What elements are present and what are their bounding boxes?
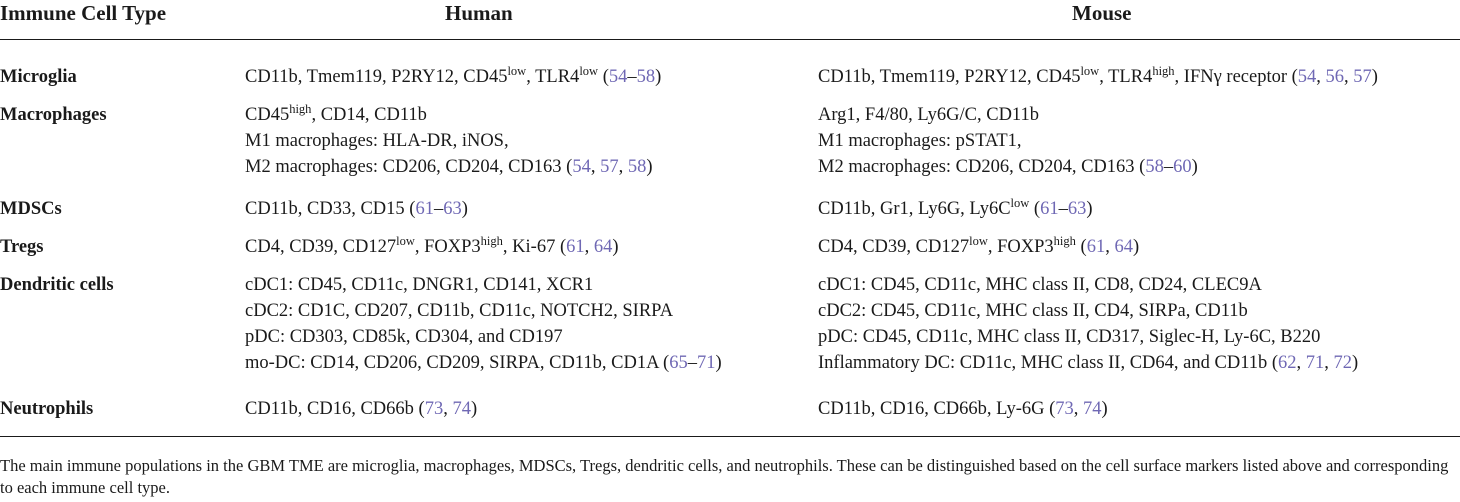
table-footnote: The main immune populations in the GBM T…	[0, 456, 1449, 497]
marker-level: high	[289, 102, 312, 116]
marker-line: CD11b, Gr1, Ly6G, Ly6Clow (61–63)	[818, 196, 1093, 219]
marker-level: low	[1010, 196, 1030, 210]
reference-link[interactable]: 61	[566, 237, 585, 257]
marker-line: CD45high, CD14, CD11b	[245, 102, 427, 125]
mouse-markers: CD11b, Gr1, Ly6G, Ly6Clow (61–63)	[818, 196, 1093, 222]
reference-link[interactable]: 62	[1278, 353, 1297, 373]
marker-line: cDC2: CD1C, CD207, CD11b, CD11c, NOTCH2,…	[245, 301, 674, 321]
reference-link[interactable]: 58	[1145, 157, 1164, 177]
reference-link[interactable]: 71	[1305, 353, 1325, 373]
marker-line: cDC1: CD45, CD11c, DNGR1, CD141, XCR1	[245, 275, 594, 295]
reference-link[interactable]: 72	[1333, 353, 1353, 373]
header-mouse: Mouse	[1072, 1, 1132, 25]
marker-line: CD11b, CD16, CD66b, Ly-6G (73, 74)	[818, 399, 1108, 419]
marker-level: high	[480, 234, 503, 248]
marker-level: high	[1053, 234, 1076, 248]
marker-line: pDC: CD303, CD85k, CD304, and CD197	[245, 327, 563, 347]
marker-line: mo-DC: CD14, CD206, CD209, SIRPA, CD11b,…	[245, 353, 722, 373]
mouse-markers: Arg1, F4/80, Ly6G/C, CD11b M1 macrophages…	[818, 102, 1198, 180]
human-markers: CD11b, CD16, CD66b (73, 74)	[245, 396, 477, 422]
marker-line: cDC2: CD45, CD11c, MHC class II, CD4, SI…	[818, 301, 1248, 321]
marker-line: M1 macrophages: HLA-DR, iNOS,	[245, 131, 509, 151]
human-markers: CD11b, CD33, CD15 (61–63)	[245, 196, 468, 222]
marker-level: low	[579, 64, 599, 78]
reference-link[interactable]: 73	[1055, 399, 1074, 419]
marker-line: Inflammatory DC: CD11c, MHC class II, CD…	[818, 353, 1359, 373]
header-human: Human	[445, 1, 513, 25]
marker-level: low	[969, 234, 988, 248]
header-immune-cell-type: Immune Cell Type	[0, 1, 167, 25]
marker-line: pDC: CD45, CD11c, MHC class II, CD317, S…	[818, 327, 1321, 347]
row-label: Dendritic cells	[0, 275, 114, 295]
bottom-rule	[0, 436, 1460, 437]
reference-link[interactable]: 64	[593, 237, 613, 257]
reference-link[interactable]: 60	[1173, 157, 1192, 177]
reference-link[interactable]: 71	[696, 353, 716, 373]
marker-line: CD11b, CD16, CD66b (73, 74)	[245, 399, 478, 419]
mouse-markers: CD11b, Tmem119, P2RY12, CD45low, TLR4hig…	[818, 64, 1378, 90]
reference-link[interactable]: 63	[443, 199, 462, 219]
human-markers: cDC1: CD45, CD11c, DNGR1, CD141, XCR1 cDC…	[245, 272, 722, 376]
reference-link[interactable]: 74	[452, 399, 471, 419]
marker-line: CD11b, CD33, CD15 (61–63)	[245, 199, 468, 219]
mouse-markers: CD11b, CD16, CD66b, Ly-6G (73, 74)	[818, 396, 1108, 422]
marker-line: CD11b, Tmem119, P2RY12, CD45low, TLR4low…	[245, 64, 662, 87]
marker-line: cDC1: CD45, CD11c, MHC class II, CD8, CD…	[818, 275, 1262, 295]
marker-line: CD4, CD39, CD127low, FOXP3high, Ki-67 (6…	[245, 234, 619, 257]
reference-link[interactable]: 61	[415, 199, 434, 219]
row-label: Microglia	[0, 67, 77, 87]
marker-level: low	[396, 234, 415, 248]
row-label: MDSCs	[0, 199, 62, 219]
header-rule	[0, 39, 1460, 40]
reference-link[interactable]: 58	[636, 67, 656, 87]
marker-line: M1 macrophages: pSTAT1,	[818, 131, 1022, 151]
human-markers: CD11b, Tmem119, P2RY12, CD45low, TLR4low…	[245, 64, 661, 90]
reference-link[interactable]: 56	[1325, 67, 1345, 87]
marker-line: Arg1, F4/80, Ly6G/C, CD11b	[818, 105, 1039, 125]
human-markers: CD45high, CD14, CD11b M1 macrophages: HLA…	[245, 102, 653, 180]
marker-line: CD11b, Tmem119, P2RY12, CD45low, TLR4hig…	[818, 64, 1378, 87]
reference-link[interactable]: 54	[1297, 67, 1317, 87]
reference-link[interactable]: 58	[627, 157, 647, 177]
reference-link[interactable]: 57	[1353, 67, 1372, 87]
marker-line: M2 macrophages: CD206, CD204, CD163 (58–…	[818, 157, 1198, 177]
reference-link[interactable]: 63	[1067, 199, 1087, 219]
marker-line: CD4, CD39, CD127low, FOXP3high (61, 64)	[818, 234, 1140, 257]
marker-level: low	[507, 64, 527, 78]
reference-link[interactable]: 54	[572, 157, 591, 177]
row-label: Macrophages	[0, 105, 107, 125]
reference-link[interactable]: 73	[424, 399, 444, 419]
reference-link[interactable]: 65	[669, 353, 688, 373]
row-label: Tregs	[0, 237, 44, 257]
mouse-markers: CD4, CD39, CD127low, FOXP3high (61, 64)	[818, 234, 1139, 260]
reference-link[interactable]: 54	[608, 67, 628, 87]
mouse-markers: cDC1: CD45, CD11c, MHC class II, CD8, CD…	[818, 272, 1358, 376]
row-label: Neutrophils	[0, 399, 94, 419]
marker-level: low	[1080, 64, 1100, 78]
human-markers: CD4, CD39, CD127low, FOXP3high, Ki-67 (6…	[245, 234, 619, 260]
reference-link[interactable]: 74	[1083, 399, 1102, 419]
marker-line: M2 macrophages: CD206, CD204, CD163 (54,…	[245, 157, 653, 177]
reference-link[interactable]: 64	[1114, 237, 1133, 257]
reference-link[interactable]: 61	[1086, 237, 1106, 257]
marker-level: high	[1152, 64, 1175, 78]
reference-link[interactable]: 57	[600, 157, 619, 177]
reference-link[interactable]: 61	[1040, 199, 1059, 219]
